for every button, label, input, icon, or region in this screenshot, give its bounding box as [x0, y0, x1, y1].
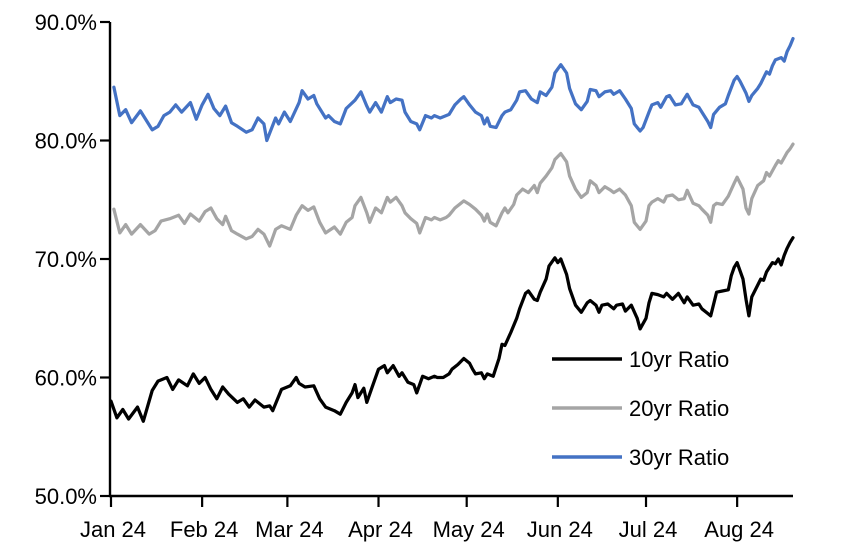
x-tick-label: Jul 24: [619, 517, 678, 542]
y-tick-label: 80.0%: [35, 129, 97, 154]
x-axis-labels: Jan 24 Feb 24 Mar 24 Apr 24 May 24 Jun 24 Jul …: [80, 517, 774, 542]
x-tick-label: Aug 24: [704, 517, 774, 542]
x-axis-ticks: [109, 496, 739, 507]
x-tick-label: May 24: [433, 517, 505, 542]
legend-label: 30yr Ratio: [629, 445, 729, 470]
y-axis-labels: 50.0% 60.0% 70.0% 80.0% 90.0%: [35, 10, 97, 509]
series-line-20yr-ratio: [112, 142, 795, 248]
legend-entry-10yr-ratio: 10yr Ratio: [552, 347, 729, 372]
y-tick-label: 70.0%: [35, 247, 97, 272]
legend-entry-30yr-ratio: 30yr Ratio: [552, 445, 729, 470]
x-tick-label: Jun 24: [527, 517, 593, 542]
y-axis-ticks: [100, 20, 110, 498]
legend-label: 20yr Ratio: [629, 396, 729, 421]
legend-entry-20yr-ratio: 20yr Ratio: [552, 396, 729, 421]
y-tick-label: 50.0%: [35, 484, 97, 509]
legend-label: 10yr Ratio: [629, 347, 729, 372]
x-tick-label: Mar 24: [255, 517, 323, 542]
x-tick-label: Apr 24: [348, 517, 413, 542]
y-tick-label: 60.0%: [35, 366, 97, 391]
x-tick-label: Feb 24: [170, 517, 239, 542]
legend: 10yr Ratio 20yr Ratio 30yr Ratio: [552, 347, 729, 470]
x-tick-label: Jan 24: [80, 517, 146, 542]
series-line-30yr-ratio: [112, 36, 795, 143]
series-lines: [109, 36, 795, 423]
y-tick-label: 90.0%: [35, 10, 97, 35]
series-line-10yr-ratio: [109, 236, 795, 423]
axes: [108, 22, 793, 498]
